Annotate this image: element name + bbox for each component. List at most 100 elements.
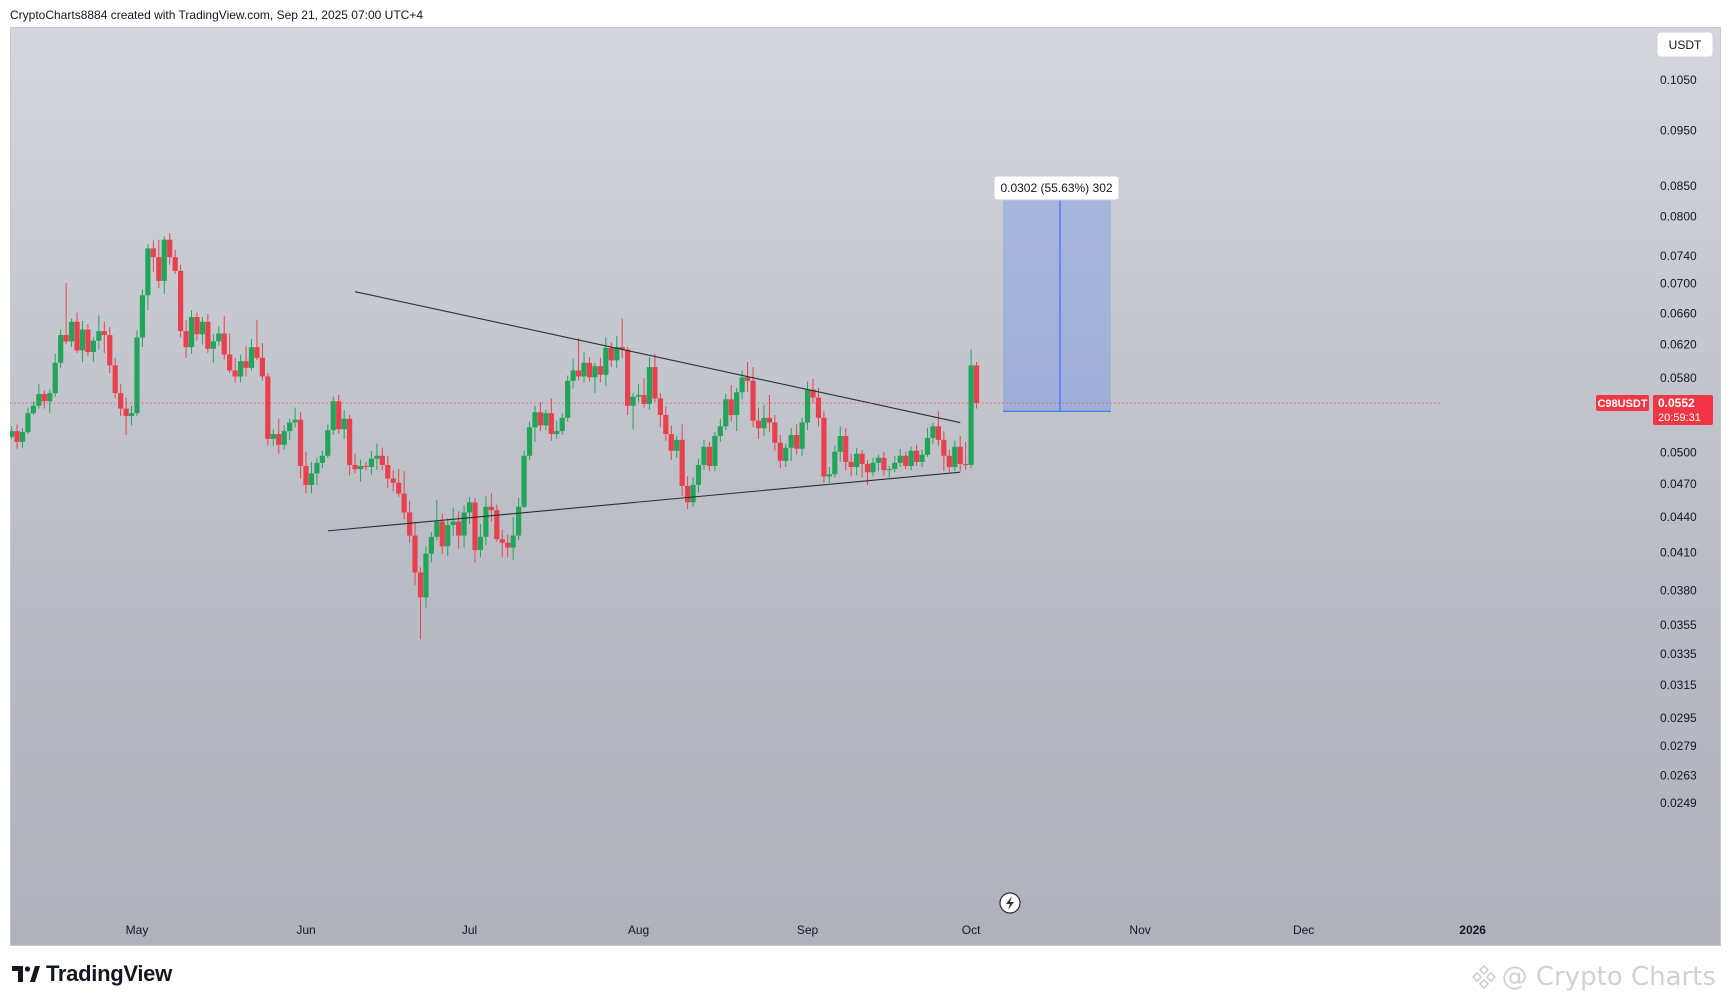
candle [854,447,860,476]
candle-body [755,420,762,429]
candle-body [352,464,358,470]
candle [287,418,293,440]
candle-body [325,430,331,456]
candle [401,471,407,520]
time-axis: May Jun Jul Aug Sep Oct Nov Dec 2026 [126,892,1486,937]
candle-body [783,447,789,461]
candle-body [368,458,375,468]
candle [783,443,789,468]
candle-body [597,366,603,375]
chart-panel[interactable] [10,27,1721,946]
candle [472,497,478,563]
price-tick-label: 0.0355 [1660,618,1697,632]
candle [510,516,516,560]
candle-body [401,493,407,513]
candle-body [58,335,64,363]
candle [466,496,473,524]
candle-body [510,535,516,548]
time-tick-label: Jun [296,923,315,937]
candle [341,410,347,439]
candle [586,356,593,382]
price-tag-box [1653,395,1713,426]
candle-body [826,474,832,477]
candle [488,493,494,522]
candle [946,449,952,473]
lightning-icon-bolt [1006,896,1014,910]
logo-text: TradingView [46,961,172,986]
candle-body [695,464,702,485]
tradingview-logo[interactable]: TradingView [12,961,172,987]
candle [374,443,380,471]
candle-body [810,389,816,398]
candle-body [575,370,582,377]
candle-body [254,347,260,358]
candle [30,401,37,416]
measure-label-text: 0.0302 (55.63%) 302 [1000,181,1112,195]
lightning-icon[interactable] [999,892,1021,914]
candle [712,432,718,472]
candle-body [466,502,473,513]
candle [167,233,173,265]
candle [221,316,227,360]
candle [74,312,80,353]
candle [565,375,571,422]
candle-body [646,367,653,404]
candle [150,240,156,272]
candle [428,532,434,563]
candle [156,239,162,289]
candle-body [107,335,113,366]
candle [107,327,113,374]
candle-body [112,365,118,394]
candle-body [963,463,969,465]
currency-button-box [1656,31,1714,58]
price-chart[interactable]: 0.0302 (55.63%) 302 0.10500.09500.08500.… [10,27,1719,944]
candle [297,412,304,479]
candle-body [581,362,587,377]
candle-body [924,437,931,455]
candle [832,445,838,478]
candle-body [619,347,625,350]
candle-body [559,417,565,432]
candle-body [734,392,740,416]
candle [870,457,876,477]
candle-body [210,341,216,349]
candle [919,449,925,468]
time-tick-label: 2026 [1459,923,1486,937]
candle [112,357,118,399]
candle-body [630,396,636,406]
candle [734,387,740,432]
candle [570,358,576,389]
candle [199,317,206,345]
candle [412,521,418,586]
candle [368,450,375,475]
candle [314,457,320,485]
candle-body [870,462,876,473]
candle [134,330,140,416]
candle [543,409,549,431]
candle [652,353,658,403]
candle-body [723,399,729,427]
candle-body [663,415,669,435]
candle-body [216,333,222,342]
candle-body [227,354,233,371]
time-tick-label: Oct [962,923,981,937]
time-tick-label: Dec [1293,923,1314,937]
candle [892,455,898,473]
candle-body [385,464,391,479]
candle-body [875,457,882,463]
candle [859,449,865,478]
candle-body [832,451,838,475]
candle [723,394,729,431]
candle [499,529,505,558]
time-tick-label: Sep [797,923,819,937]
price-tick-label: 0.0279 [1660,739,1697,753]
candle [308,461,315,494]
candle-body [336,401,342,430]
currency-button[interactable]: USDT [1656,31,1714,58]
candle-body [913,450,920,462]
candle-body [270,434,276,439]
candle [532,405,538,442]
candle-body [848,461,854,468]
candle [330,396,336,435]
candle-body [167,239,173,258]
